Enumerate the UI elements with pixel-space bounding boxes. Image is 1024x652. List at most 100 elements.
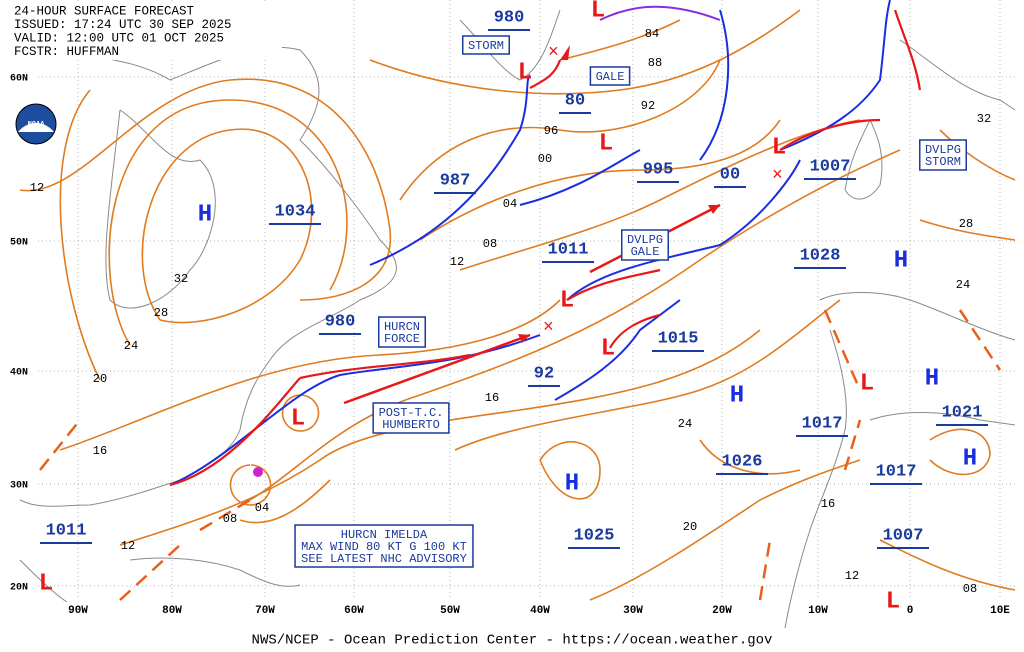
- isobar-label: 08: [223, 512, 237, 526]
- warning-box: [372, 402, 450, 434]
- longitude-label-bg: [984, 602, 1014, 616]
- longitude-label-bg: [524, 602, 554, 616]
- longitude-label-bg: [156, 602, 186, 616]
- x-marker: ×: [772, 166, 783, 186]
- pressure-label: 987: [440, 171, 471, 190]
- longitude-label: 90W: [68, 605, 88, 617]
- header-line: ISSUED: 17:24 UTC 30 SEP 2025: [14, 18, 232, 32]
- footer: NWS/NCEP - Ocean Prediction Center - htt…: [252, 633, 773, 649]
- header-line: FCSTR: HUFFMAN: [14, 45, 119, 59]
- isobar-label: 20: [93, 372, 107, 386]
- warning-text: HURCN IMELDA: [341, 528, 428, 542]
- warning-box: [378, 316, 426, 348]
- x-marker: ×: [543, 318, 554, 338]
- low-center: L: [886, 588, 900, 615]
- isobar-label: 12: [450, 255, 464, 269]
- high-center: H: [894, 247, 908, 274]
- low-center: L: [560, 287, 574, 314]
- longitude-label: 60W: [344, 605, 364, 617]
- longitude-label-bg: [62, 602, 92, 616]
- latitude-label: 50N: [10, 238, 28, 249]
- longitude-label-bg: [894, 602, 924, 616]
- warning-text: DVLPG: [925, 143, 961, 157]
- header-line: VALID: 12:00 UTC 01 OCT 2025: [14, 31, 224, 45]
- pressure-label: 1025: [574, 526, 615, 545]
- pressure-label: 1011: [548, 240, 589, 259]
- longitude-label-bg: [617, 602, 647, 616]
- warning-text: MAX WIND 80 KT G 100 KT: [301, 540, 467, 554]
- warning-box: [589, 66, 631, 86]
- longitude-label: 40W: [530, 605, 550, 617]
- high-center: H: [963, 445, 977, 472]
- isobar-label: 16: [485, 391, 499, 405]
- warning-box: [462, 35, 510, 55]
- isobar-label: 96: [544, 124, 558, 138]
- pressure-label: 1017: [802, 414, 843, 433]
- high-center: H: [565, 470, 579, 497]
- pressure-label: 1011: [46, 521, 87, 540]
- isobars: [19, 9, 1016, 601]
- isobar-label: 84: [645, 27, 659, 41]
- pressure-label: 80: [565, 91, 585, 110]
- latitude-label: 40N: [10, 368, 28, 379]
- longitude-label: 70W: [255, 605, 275, 617]
- pressure-label: 1007: [883, 526, 924, 545]
- warning-text: DVLPG: [627, 233, 663, 247]
- latitude-label: 20N: [10, 583, 28, 594]
- pressure-label: 1028: [800, 246, 841, 265]
- warning-box: [621, 229, 669, 261]
- isobar-label: 24: [956, 278, 970, 292]
- pressure-label: 00: [720, 165, 740, 184]
- warning-text: POST-T.C.: [379, 406, 444, 420]
- isobar-label: 32: [977, 112, 991, 126]
- header-line: 24-HOUR SURFACE FORECAST: [14, 4, 195, 18]
- pressure-label: 92: [534, 364, 554, 383]
- pressure-label: 1015: [658, 329, 699, 348]
- x-marker: ×: [548, 43, 559, 63]
- low-center: L: [518, 59, 532, 86]
- isobar-label: 24: [124, 339, 138, 353]
- longitude-label-bg: [706, 602, 736, 616]
- pressure-label: 995: [643, 160, 674, 179]
- low-center: L: [601, 335, 615, 362]
- warning-box: [294, 524, 474, 568]
- latitude-label-bg: [8, 477, 36, 491]
- latitude-label: 30N: [10, 481, 28, 492]
- longitude-label: 0: [907, 605, 914, 617]
- low-center: L: [599, 130, 613, 157]
- pressure-label: 980: [494, 8, 525, 27]
- warning-box: [919, 139, 967, 171]
- pressure-label: 1021: [942, 403, 983, 422]
- isobar-label: 04: [503, 197, 517, 211]
- longitude-label-bg: [338, 602, 368, 616]
- warning-text: FORCE: [384, 332, 420, 346]
- longitude-label-bg: [249, 602, 279, 616]
- pressure-label: 980: [325, 312, 356, 331]
- pressure-label: 1007: [810, 157, 851, 176]
- pressure-label: 1017: [876, 462, 917, 481]
- warning-text: STORM: [925, 155, 961, 169]
- isobar-label: 20: [683, 520, 697, 534]
- latitude-label-bg: [8, 70, 36, 84]
- latitude-label: 60N: [10, 74, 28, 85]
- isobar-label: 28: [959, 217, 973, 231]
- warning-text: HUMBERTO: [382, 418, 440, 432]
- low-center: L: [772, 134, 786, 161]
- isobar-label: 92: [641, 99, 655, 113]
- isobar-label: 16: [821, 497, 835, 511]
- hurricane-symbol: [253, 467, 263, 477]
- isobar-label: 04: [255, 501, 269, 515]
- longitude-label-bg: [434, 602, 464, 616]
- warning-text: STORM: [468, 39, 504, 53]
- isobar-label: 16: [93, 444, 107, 458]
- longitude-label: 30W: [623, 605, 643, 617]
- isobar-label: 12: [845, 569, 859, 583]
- isobar-label: 12: [30, 181, 44, 195]
- isobar-label: 08: [963, 582, 977, 596]
- latitude-label-bg: [8, 579, 36, 593]
- low-center: L: [860, 370, 874, 397]
- isobar-label: 28: [154, 306, 168, 320]
- latitude-label-bg: [8, 234, 36, 248]
- isobar-label: 08: [483, 237, 497, 251]
